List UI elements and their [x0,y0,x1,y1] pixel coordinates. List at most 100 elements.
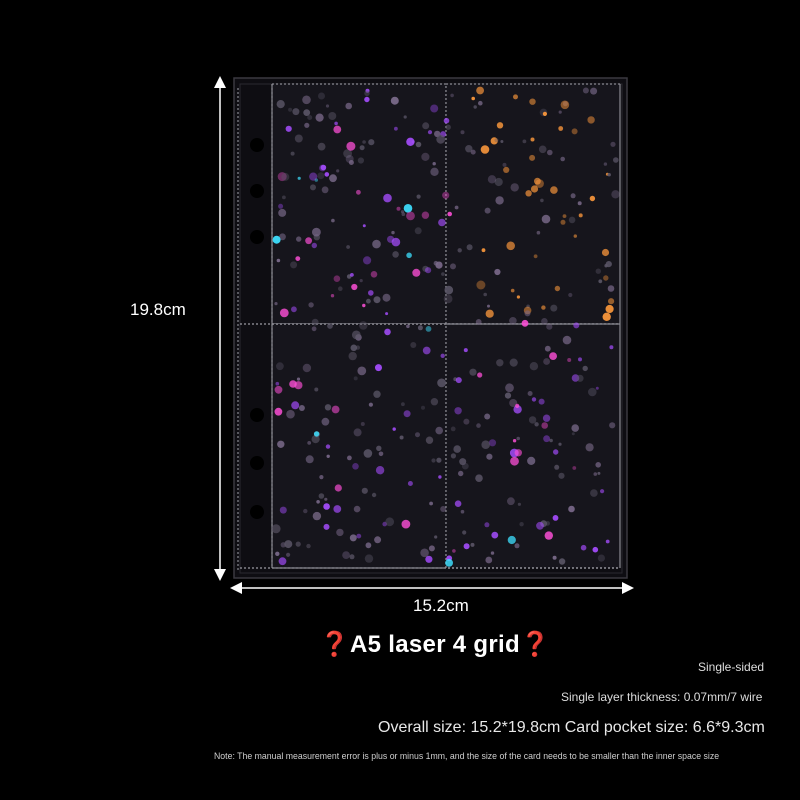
sparkle-dot [375,466,385,475]
sparkle-dot [553,449,559,455]
sparkle-dot [608,298,615,305]
sparkle-dot [362,224,366,228]
sparkle-dot [385,517,395,527]
card-pocket [271,323,447,569]
sparkle-dot [466,244,473,251]
sparkle-dot [362,303,366,308]
sparkle-dot [401,402,405,407]
sparkle-dot [440,506,447,512]
sparkle-dot [573,234,577,238]
sparkle-dot [571,374,580,382]
sparkle-dot [436,457,442,463]
sparkle-dot [436,134,446,144]
sparkle-dot [274,385,283,394]
sparkle-dot [403,204,413,213]
ring-holes [250,138,264,519]
sparkle-dot [458,470,464,477]
sparkle-dot [513,405,522,414]
sparkle-dot [541,214,551,224]
sparkle-dot [580,544,587,551]
sparkle-dot [323,503,330,510]
sparkle-dot [450,93,454,98]
sparkle-dot [291,401,300,410]
sparkle-dot [514,449,522,457]
sparkle-dot [278,208,287,217]
sparkle-dot [416,194,421,199]
sparkle-dot [391,230,395,235]
sparkle-dot [349,534,357,542]
sparkle-dot [356,533,362,539]
sparkle-dot [509,399,518,407]
sparkle-dot [288,107,293,112]
sparkle-dot [512,439,517,443]
sparkle-dot [444,285,454,295]
sparkle-dot [275,551,280,556]
sparkle-dot [333,505,342,513]
sparkle-dot [331,218,335,223]
sparkle-dot [577,201,582,206]
height-label: 19.8cm [130,300,186,319]
sparkle-dot [392,427,396,431]
sparkle-dot [305,455,314,464]
sparkle-dot [470,149,476,155]
sparkle-dot [587,116,595,124]
sparkle-dot [484,207,491,214]
sparkle-dot [352,463,359,470]
sparkle-dot [542,111,548,116]
sparkle-dot [604,264,608,268]
sparkle-dot [536,521,544,530]
sparkle-dot [274,407,283,416]
ring-hole [250,184,264,198]
sparkle-dot [318,493,325,499]
sparkle-dot [475,474,483,483]
sparkle-dot [588,387,597,397]
sparkle-dot [406,252,412,259]
sparkle-dot [452,549,456,553]
sparkle-dot [276,258,281,263]
sparkle-dot [336,528,344,537]
sparkle-dot [329,174,337,183]
sparkle-dot [541,318,548,325]
sparkle-dot [311,242,317,249]
sparkle-dot [435,426,444,435]
sparkle-dot [552,555,557,560]
sparkle-dot [485,556,493,564]
sparkle-dot [290,151,295,156]
sparkle-dot [298,405,305,411]
sparkle-dot [430,167,439,176]
sparkle-dot [311,318,319,326]
sparkle-dot [510,288,515,293]
sparkle-dot [406,211,415,221]
sparkle-dot [327,323,333,329]
sparkle-dot [485,309,494,318]
sparkle-dot [307,441,312,445]
sparkle-dot [490,551,495,555]
card-pocket [445,323,621,569]
sparkle-dot [278,203,284,209]
sparkle-dot [320,164,327,171]
sparkle-dot [483,292,488,297]
sparkle-dot [585,443,594,452]
sparkle-dot [422,346,431,355]
sparkle-dot [478,100,483,106]
sparkle-dot [294,381,303,390]
sparkle-dot [429,501,433,506]
sparkle-dot [296,377,301,381]
sparkle-dot [350,344,358,352]
spec-thickness: Single layer thickness: 0.07mm/7 wire [561,690,763,704]
sparkle-dot [406,324,410,329]
sparkle-dot [437,378,446,388]
sparkle-dot [552,515,559,521]
sparkle-dot [294,134,303,143]
sparkle-dot [372,239,381,249]
sparkle-dot [407,481,413,486]
sparkle-dot [357,366,367,376]
sparkle-dot [460,509,465,514]
sparkle-dot [491,531,499,539]
product-title: ❓A5 laser 4 grid❓ [319,631,551,658]
sparkle-dot [277,440,285,448]
sparkle-dot [517,502,522,506]
sparkle-dot [353,505,361,513]
sparkle-dot [568,292,573,298]
sparkle-dot [425,555,433,563]
